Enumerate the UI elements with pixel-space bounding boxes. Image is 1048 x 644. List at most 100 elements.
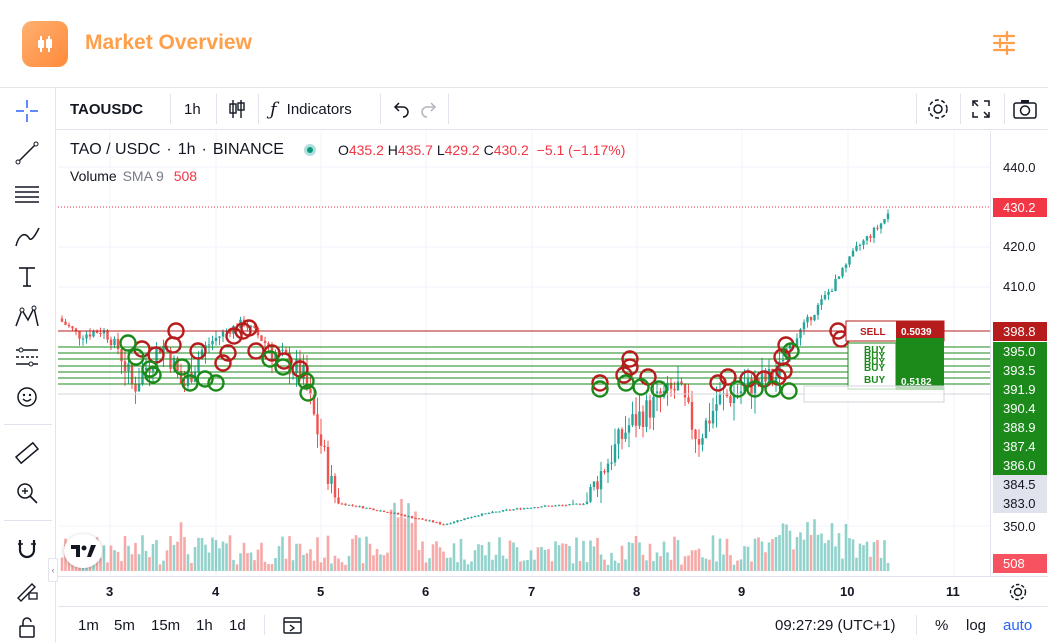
undo-icon[interactable]	[390, 88, 410, 130]
candle-body	[60, 318, 64, 322]
candle-body	[589, 487, 592, 502]
level-box	[803, 385, 945, 403]
volume-bar	[459, 538, 463, 571]
buy-level-label: 391.9	[993, 380, 1047, 399]
camera-icon[interactable]	[1012, 88, 1038, 130]
tradingview-logo[interactable]	[64, 534, 102, 568]
volume-bar	[109, 545, 113, 571]
volume-bar	[333, 555, 337, 571]
volume-bar	[876, 540, 879, 571]
volume-bar	[361, 563, 365, 571]
percent-toggle[interactable]: %	[935, 616, 949, 634]
settings-icon[interactable]	[926, 88, 950, 130]
candle-body	[505, 509, 508, 511]
volume-bar	[659, 556, 662, 571]
emoji-icon[interactable]	[8, 380, 46, 414]
fib-lines-icon[interactable]	[8, 178, 46, 212]
candle-body	[379, 510, 382, 512]
volume-bar	[855, 557, 858, 571]
volume-bar	[428, 558, 431, 571]
sell-marker	[164, 336, 182, 354]
candle-body	[162, 345, 165, 353]
volume-bar	[165, 550, 169, 571]
ruler-icon[interactable]	[8, 436, 46, 470]
candle-body	[127, 363, 130, 372]
lock-drawing-icon[interactable]	[8, 572, 46, 606]
lock-icon[interactable]	[8, 610, 46, 644]
axis-settings-icon[interactable]	[1008, 582, 1028, 607]
candle-body	[452, 521, 456, 524]
time-tick: 8	[633, 584, 641, 599]
candle-body	[638, 411, 641, 426]
buy-marker	[764, 380, 782, 398]
candle-body	[428, 520, 431, 522]
candle-body	[848, 256, 851, 265]
candle-body	[701, 438, 704, 445]
volume-bar	[127, 545, 130, 571]
time-tick: 3	[106, 584, 114, 599]
candle-style-icon[interactable]	[226, 88, 248, 130]
candle-body	[585, 501, 589, 504]
pattern-icon[interactable]	[8, 300, 46, 334]
fullscreen-icon[interactable]	[970, 88, 992, 130]
candle-body	[613, 444, 617, 463]
candle-body	[449, 523, 452, 525]
chart-pane[interactable]: SELL 0.5039 BUY BUY BUY BUY BUY 0.5182	[58, 131, 990, 576]
sliders-icon[interactable]	[990, 30, 1022, 58]
text-icon[interactable]	[8, 260, 46, 294]
clock-label[interactable]: 09:27:29 (UTC+1)	[775, 616, 896, 634]
candle-body	[806, 316, 809, 323]
volume-bar	[627, 542, 631, 571]
zoom-in-icon[interactable]	[8, 476, 46, 510]
volume-bar	[662, 541, 666, 571]
log-toggle[interactable]: log	[966, 616, 987, 634]
brush-icon[interactable]	[8, 220, 46, 254]
price-axis[interactable]: 440.0 430.2 420.0 410.0 398.8 395.0 393.…	[990, 131, 1048, 576]
range-15m-button[interactable]: 15m	[151, 616, 181, 634]
candle-body	[197, 357, 200, 372]
collapse-handle[interactable]: ‹	[48, 558, 58, 582]
sell-marker	[167, 322, 185, 340]
candle-body	[603, 471, 606, 473]
range-1h-button[interactable]: 1h	[196, 616, 213, 634]
range-1d-button[interactable]: 1d	[229, 616, 246, 634]
interval-button[interactable]: 1h	[184, 100, 201, 118]
volume-bar	[179, 522, 183, 571]
candle-body	[214, 337, 218, 341]
candle-body	[715, 404, 718, 411]
redo-icon[interactable]	[420, 88, 440, 130]
symbol-search-button[interactable]: TAOUSDC	[70, 100, 144, 118]
volume-bar	[585, 562, 589, 571]
candle-body	[232, 325, 235, 334]
candle-body	[526, 507, 529, 509]
candle-body	[718, 393, 722, 405]
time-axis[interactable]: 3 4 5 6 7 8 9 10 11	[58, 576, 1048, 606]
candle-body	[113, 338, 116, 346]
volume-bar	[424, 562, 428, 571]
candle-body	[109, 339, 113, 346]
trend-line-icon[interactable]	[8, 136, 46, 170]
candle-body	[774, 376, 778, 382]
volume-bar	[295, 543, 298, 571]
time-tick: 9	[738, 584, 746, 599]
level-label: 384.5	[993, 475, 1047, 494]
candle-body	[750, 378, 753, 397]
volume-bar	[120, 561, 123, 571]
auto-toggle[interactable]: auto	[1003, 616, 1033, 634]
legend-pair[interactable]: TAO / USDC	[70, 141, 161, 158]
candle-body	[256, 327, 260, 336]
crosshair-icon[interactable]	[8, 94, 46, 128]
indicators-button[interactable]: ƒ Indicators	[270, 88, 352, 130]
volume-bar	[634, 535, 638, 571]
volume-bar	[284, 558, 288, 571]
magnet-icon[interactable]	[8, 532, 46, 566]
date-range-icon[interactable]	[282, 607, 304, 643]
range-5m-button[interactable]: 5m	[114, 616, 135, 634]
candle-body	[158, 348, 162, 353]
candle-body	[624, 432, 627, 439]
forecast-icon[interactable]	[8, 340, 46, 374]
candle-body	[834, 278, 837, 291]
volume-bar	[494, 554, 498, 571]
range-1m-button[interactable]: 1m	[78, 616, 99, 634]
